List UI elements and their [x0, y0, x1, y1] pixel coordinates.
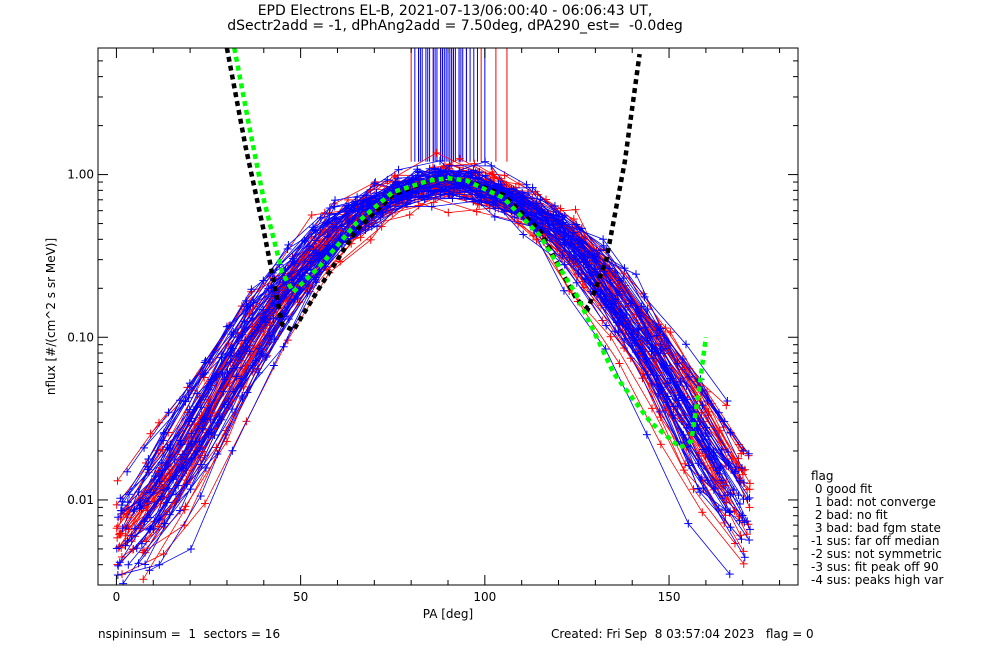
- axes-layer: 0 50 100 150 0.01 0.10 1.00 PA [deg] nflux [#/(c…: [44, 47, 799, 621]
- legend-entry: 2 bad: no fit: [811, 508, 888, 522]
- legend-title: flag: [811, 469, 834, 483]
- flux-curve-blue: [144, 168, 726, 522]
- legend-entry: -4 sus: peaks high var: [811, 573, 944, 587]
- legend-entry: 1 bad: not converge: [811, 495, 936, 509]
- chart-title: EPD Electrons EL-B, 2021-07-13/06:00:40 …: [257, 3, 653, 19]
- flux-curve-blue: [119, 179, 742, 563]
- legend-entry: -1 sus: far off median: [811, 534, 940, 548]
- flag-legend: flag 0 good fit 1 bad: not converge 2 ba…: [811, 470, 943, 587]
- chart-subtitle: dSectr2add = -1, dPhAng2add = 7.50deg, d…: [227, 18, 683, 34]
- legend-entry: 3 bad: bad fgm state: [811, 521, 941, 535]
- flux-curve-red: [118, 171, 742, 535]
- x-tick-label: 0: [113, 590, 121, 604]
- flux-curve-red: [142, 163, 724, 553]
- footer-spin-info: nspininsum = 1 sectors = 16: [98, 627, 281, 641]
- legend-entry: -3 sus: fit peak off 90: [811, 560, 939, 574]
- flux-curve-blue: [132, 179, 714, 512]
- fit-curve-black: [224, 48, 642, 334]
- data-layer: [112, 48, 755, 585]
- x-axis-label: PA [deg]: [423, 607, 473, 621]
- fit-curve-green: [232, 48, 709, 451]
- flux-curve-blue: [116, 193, 739, 549]
- x-tick-label: 150: [658, 590, 681, 604]
- x-tick-label: 100: [473, 590, 496, 604]
- y-axis-label: nflux [#/(cm^2 s sr MeV)]: [44, 238, 58, 395]
- y-tick-label: 0.10: [67, 330, 94, 344]
- fit-layer: [224, 48, 709, 451]
- legend-entry: 0 good fit: [811, 482, 873, 496]
- y-tick-label: 1.00: [67, 168, 94, 182]
- legend-entry: -2 sus: not symmetric: [811, 547, 942, 561]
- footer-created: Created: Fri Sep 8 03:57:04 2023 flag = …: [551, 627, 814, 641]
- x-tick-label: 50: [293, 590, 308, 604]
- y-tick-label: 0.01: [67, 493, 94, 507]
